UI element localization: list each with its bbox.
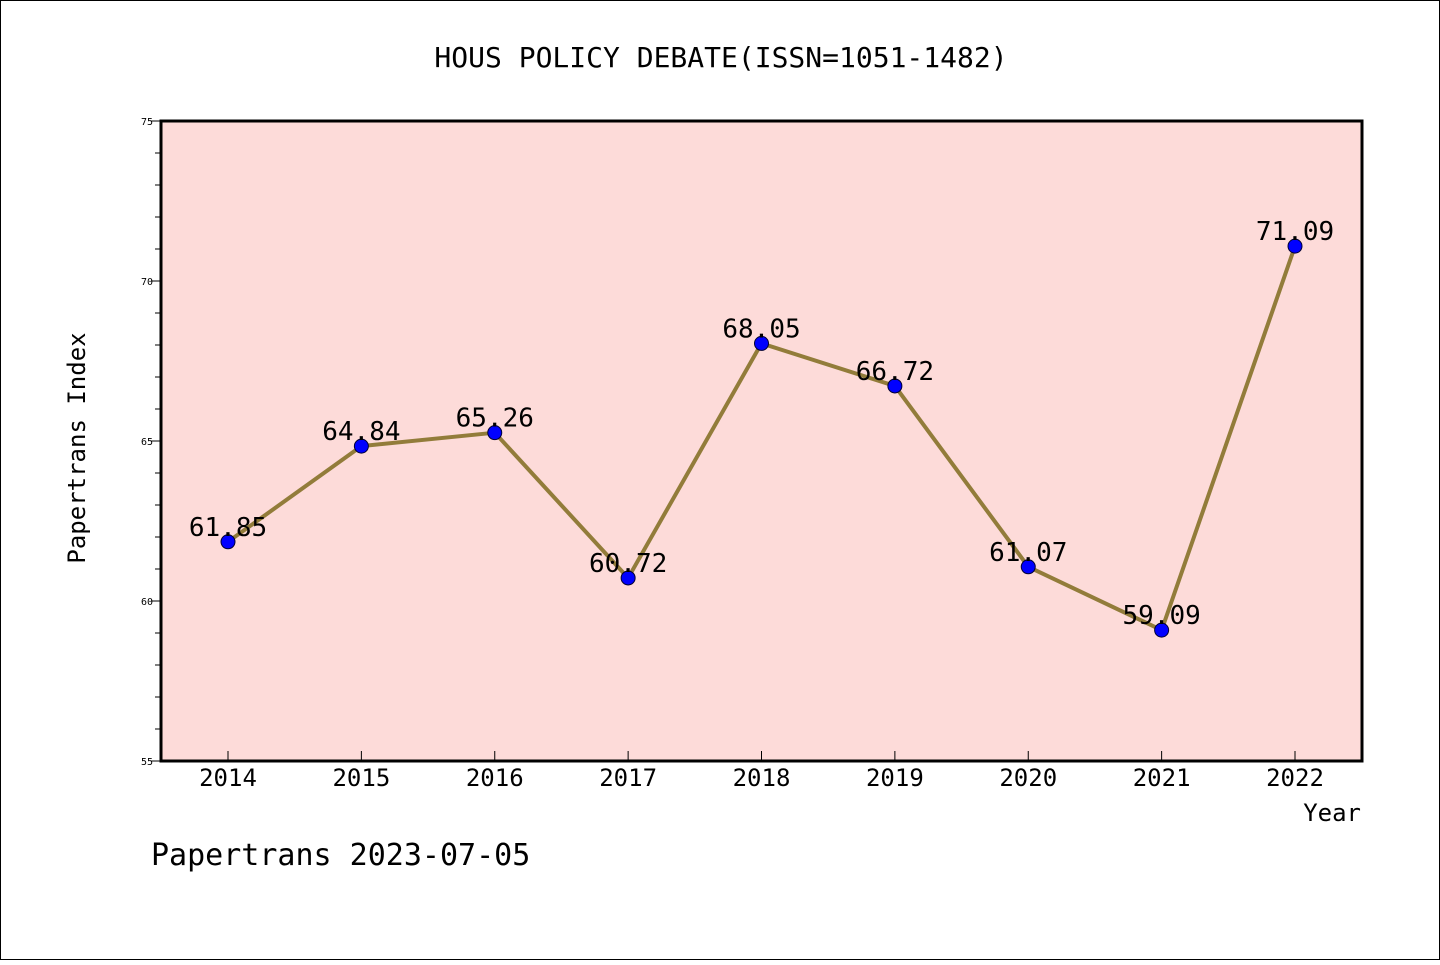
data-label: 71.09 bbox=[1256, 217, 1334, 247]
plot-border bbox=[159, 119, 1364, 763]
data-point-marker bbox=[353, 438, 369, 454]
data-point-marker bbox=[1287, 238, 1303, 254]
x-tick-label: 2018 bbox=[733, 764, 791, 792]
x-tick-label: 2020 bbox=[999, 764, 1057, 792]
data-point-marker bbox=[487, 425, 503, 441]
data-point-marker bbox=[754, 335, 769, 351]
data-label: 68.05 bbox=[722, 314, 800, 344]
x-tick-label: 2022 bbox=[1266, 764, 1324, 792]
y-tick-label: 70 bbox=[141, 277, 153, 288]
x-tick-label: 2016 bbox=[466, 764, 524, 792]
data-point-marker bbox=[220, 534, 236, 550]
x-tick-label: 2019 bbox=[866, 764, 924, 792]
x-tick-label: 2014 bbox=[199, 764, 257, 792]
footer-text: Papertrans 2023-07-05 bbox=[151, 838, 530, 873]
series-line-group bbox=[220, 238, 1303, 638]
data-label: 59.09 bbox=[1122, 601, 1200, 631]
data-label: 66.72 bbox=[856, 357, 934, 387]
data-labels-group: 61.85 64.84 65.26 60.72 68.05 66.72 61.07 59.09… bbox=[189, 217, 1334, 631]
y-tick-label: 65 bbox=[141, 437, 153, 448]
x-axis-ticks: 2014 2015 2016 2017 2018 2019 2020 2021 2022 bbox=[199, 751, 1324, 792]
data-point-marker bbox=[887, 378, 903, 394]
x-tick-label: 2021 bbox=[1133, 764, 1191, 792]
y-tick-label: 75 bbox=[141, 117, 153, 128]
x-axis-label: Year bbox=[1303, 799, 1361, 827]
data-point-marker bbox=[1154, 622, 1170, 638]
y-tick-label: 60 bbox=[141, 597, 153, 608]
data-label: 64.84 bbox=[322, 417, 400, 447]
x-tick-label: 2017 bbox=[599, 764, 657, 792]
data-label: 61.85 bbox=[189, 513, 267, 543]
data-point-marker bbox=[1020, 559, 1036, 575]
x-tick-label: 2015 bbox=[332, 764, 390, 792]
chart-title: HOUS POLICY DEBATE(ISSN=1051-1482) bbox=[434, 41, 1007, 74]
y-tick-label: 55 bbox=[141, 757, 153, 768]
data-point-marker bbox=[620, 570, 636, 586]
data-label: 60.72 bbox=[589, 549, 667, 579]
y-axis-label: Papertrans Index bbox=[63, 332, 91, 563]
data-label: 61.07 bbox=[989, 538, 1067, 568]
data-label: 65.26 bbox=[456, 404, 534, 434]
y-axis-ticks: 55 60 65 70 75 bbox=[141, 117, 161, 768]
